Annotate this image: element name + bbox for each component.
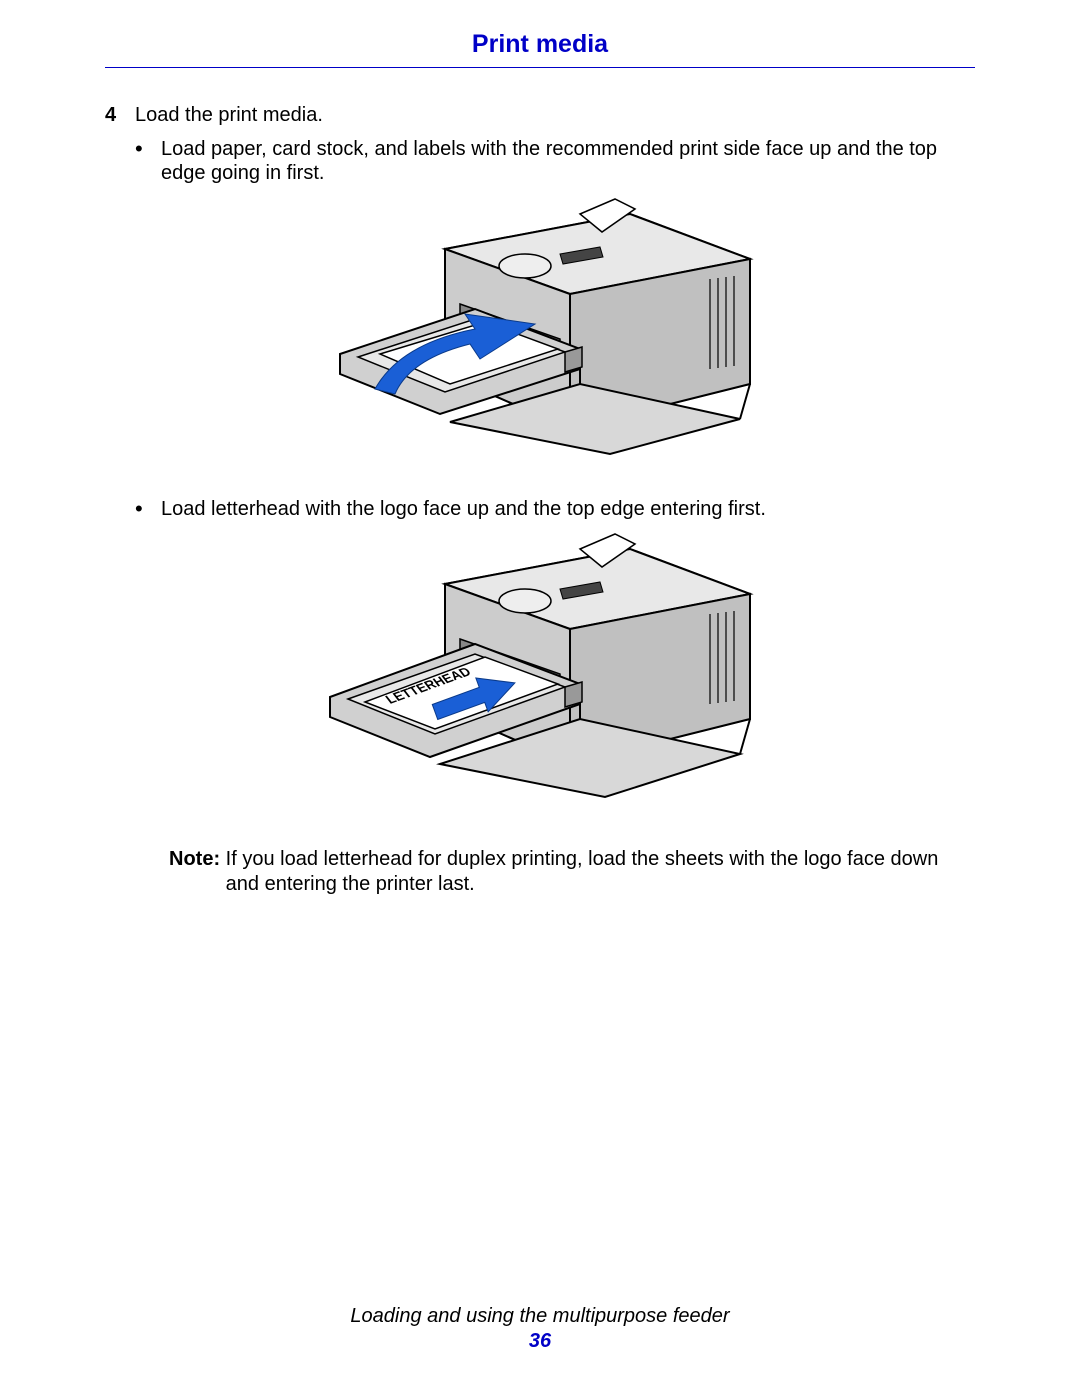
page-header: Print media xyxy=(105,30,975,68)
figure-1 xyxy=(105,194,975,469)
bullet-1-text: Load paper, card stock, and labels with … xyxy=(161,137,975,186)
step-4: 4 Load the print media. xyxy=(105,104,975,127)
bullet-1: • Load paper, card stock, and labels wit… xyxy=(135,137,975,186)
figure-2: LETTERHEAD xyxy=(105,529,975,819)
step-text: Load the print media. xyxy=(135,104,323,127)
footer-page-number: 36 xyxy=(0,1330,1080,1353)
page-footer: Loading and using the multipurpose feede… xyxy=(0,1305,1080,1353)
bullet-dot: • xyxy=(135,137,161,186)
bullet-2: • Load letterhead with the logo face up … xyxy=(135,497,975,521)
bullet-2-text: Load letterhead with the logo face up an… xyxy=(161,497,766,521)
note-label: Note: xyxy=(169,847,226,896)
footer-section-title: Loading and using the multipurpose feede… xyxy=(0,1305,1080,1328)
step-number: 4 xyxy=(105,104,135,127)
note: Note: If you load letterhead for duplex … xyxy=(169,847,975,896)
bullet-dot: • xyxy=(135,497,161,521)
note-text: If you load letterhead for duplex printi… xyxy=(226,847,975,896)
